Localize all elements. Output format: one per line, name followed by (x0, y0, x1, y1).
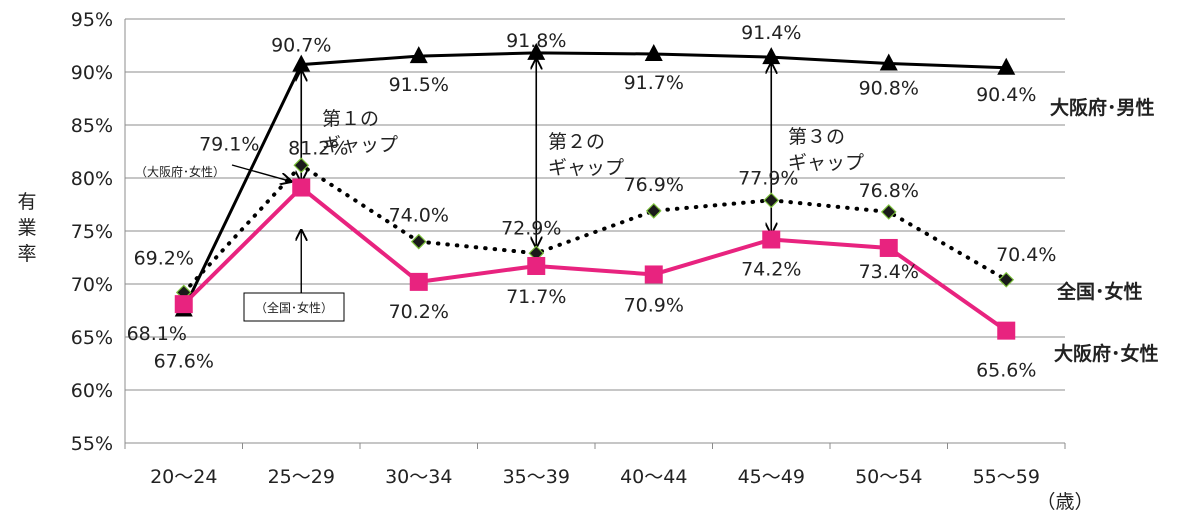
x-tick-label: 40～44 (620, 466, 687, 488)
gap2-label-line2: ギャップ (548, 157, 624, 179)
series-osaka-men-data-label: 91.8% (506, 30, 566, 52)
point-diamond (763, 192, 780, 209)
y-tick-label: 85% (71, 115, 113, 137)
series-national-women-data-label: 69.2% (134, 247, 194, 269)
series-osaka-men-data-label: 90.8% (859, 78, 919, 100)
point-triangle (527, 42, 546, 60)
point-triangle (879, 53, 898, 71)
x-tick-label: 50～54 (855, 466, 922, 488)
x-tick-label: 30～34 (385, 466, 452, 488)
series-osaka-men-data-label: 90.7% (271, 35, 331, 57)
point-diamond (998, 271, 1015, 288)
y-tick-label: 55% (71, 433, 113, 455)
gap3-label-line2: ギャップ (788, 152, 864, 174)
y-tick-label: 90% (71, 62, 113, 84)
series-name-osaka-men: 大阪府･男性 (1050, 96, 1155, 119)
series-osaka-men-data-label: 91.4% (741, 22, 801, 44)
series-name-osaka-women: 大阪府･女性 (1054, 342, 1159, 365)
series-national-women-data-label: 76.8% (859, 180, 919, 202)
gap3-label-line1: 第３の (788, 126, 845, 148)
x-tick-label: 25～29 (268, 466, 335, 488)
x-axis-unit: （歳） (1036, 491, 1093, 513)
y-tick-label: 65% (71, 327, 113, 349)
point-square (879, 238, 898, 257)
point-triangle (762, 47, 781, 65)
series-national-women-group (175, 157, 1015, 301)
series-osaka-men-data-label: 67.6% (154, 350, 214, 372)
point-square (644, 265, 663, 284)
point-triangle (644, 43, 663, 61)
x-tick-label: 55～59 (973, 466, 1040, 488)
series-osaka-men-data-label: 91.5% (389, 74, 449, 96)
series-name-national-women: 全国･女性 (1056, 280, 1143, 303)
series-national-women-data-label: 72.9% (501, 217, 561, 239)
series-osaka-women-data-label: 74.2% (741, 258, 801, 280)
series-osaka-women-data-label: 70.2% (389, 301, 449, 323)
series-national-women-data-label: 70.4% (996, 244, 1056, 266)
point-square (174, 295, 193, 314)
series-osaka-women-data-label: 79.1% (199, 134, 259, 156)
series-osaka-men-group (174, 42, 1016, 317)
series-national-women-data-label: 76.9% (624, 174, 684, 196)
x-tick-label: 45～49 (738, 466, 805, 488)
point-triangle (292, 54, 311, 72)
series-osaka-men-data-label: 90.4% (976, 84, 1036, 106)
y-tick-label: 75% (71, 221, 113, 243)
point-triangle (997, 57, 1016, 75)
y-axis-label-char: 業 (17, 217, 36, 239)
series-osaka-women-data-label: 73.4% (859, 261, 919, 283)
series-osaka-women-data-label: 65.6% (976, 360, 1036, 382)
callout-national-women-box (243, 292, 345, 322)
gap1-label-line2: ギャップ (322, 134, 398, 156)
point-square (527, 256, 546, 275)
series-national-women-line (181, 162, 1009, 295)
point-diamond (645, 203, 662, 219)
x-tick-label: 20～24 (150, 466, 217, 488)
series-osaka-women-data-label: 68.1% (127, 323, 187, 345)
y-axis-label-char: 有 (17, 191, 36, 213)
point-diamond (880, 204, 897, 220)
point-square (762, 230, 781, 249)
series-osaka-women-data-label: 70.9% (624, 294, 684, 316)
series-osaka-women-line (182, 184, 1008, 333)
point-diamond (410, 233, 427, 250)
point-square (292, 178, 311, 197)
y-tick-label: 70% (71, 274, 113, 296)
callout-osaka-women-arrow (231, 164, 291, 182)
series-national-women-data-label: 74.0% (389, 205, 449, 227)
series-osaka-women-data-label: 71.7% (506, 286, 566, 308)
gap2-label-line1: 第２の (548, 131, 605, 153)
y-axis-label-char: 率 (17, 243, 36, 265)
x-tick-label: 35～39 (503, 466, 570, 488)
point-diamond (293, 157, 310, 174)
series-osaka-men-line (182, 51, 1007, 311)
point-square (409, 272, 428, 291)
y-tick-label: 95% (71, 9, 113, 31)
series-osaka-women-group (174, 178, 1016, 340)
gap1-label-line1: 第１の (322, 108, 379, 130)
series-national-women-data-label: 77.9% (738, 167, 798, 189)
y-tick-label: 80% (71, 168, 113, 190)
point-square (997, 321, 1016, 340)
callout-national-women-label: （全国･女性） (255, 300, 333, 315)
point-triangle (409, 46, 428, 64)
series-national-women-data-label: 81.2% (288, 137, 348, 159)
series-osaka-men-data-label: 91.7% (624, 72, 684, 94)
y-tick-label: 60% (71, 380, 113, 402)
callout-osaka-women-label: （大阪府･女性） (135, 164, 225, 179)
